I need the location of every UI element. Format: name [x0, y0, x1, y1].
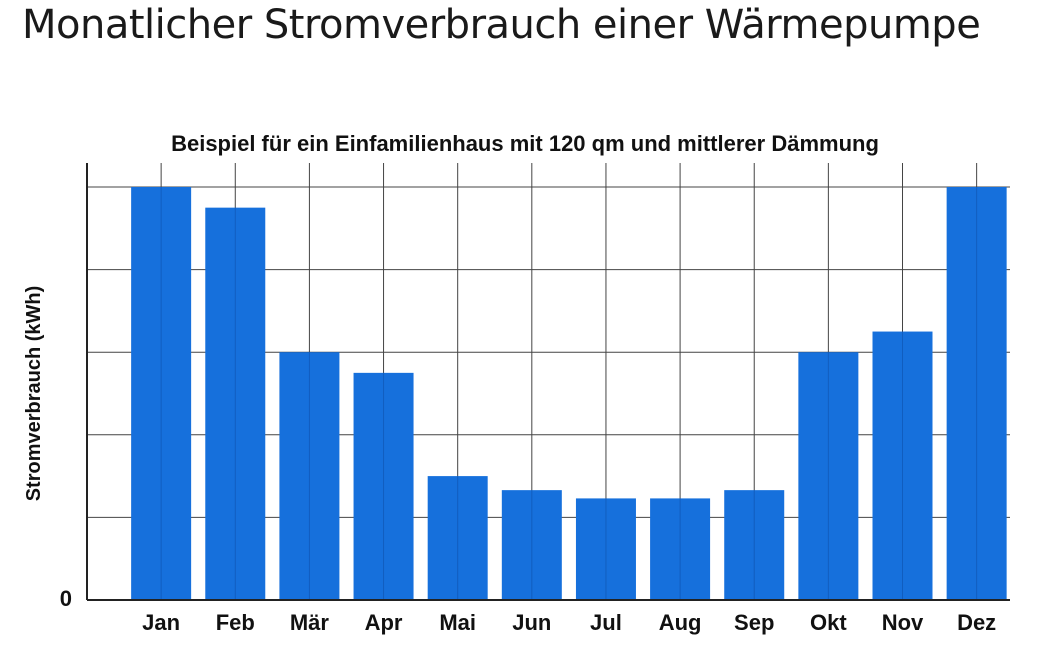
chart-subtitle: Beispiel für ein Einfamilienhaus mit 120… — [171, 131, 879, 156]
x-tick-label: Dez — [957, 610, 996, 635]
y-axis-label: Stromverbrauch (kWh) — [23, 286, 45, 502]
x-tick-label: Mai — [439, 610, 476, 635]
axes — [86, 163, 1010, 601]
x-tick-label: Jul — [590, 610, 622, 635]
x-tick-label: Aug — [659, 610, 702, 635]
x-tick-label: Jun — [512, 610, 551, 635]
x-tick-label: Sep — [734, 610, 774, 635]
tick-labels: Jan Feb Mär Apr Mai Jun Jul Aug Sep Okt Nov Dez 0 — [60, 586, 996, 635]
x-tick-label: Feb — [216, 610, 255, 635]
x-tick-label: Okt — [810, 610, 847, 635]
x-tick-label: Nov — [882, 610, 924, 635]
x-tick-label: Jan — [142, 610, 180, 635]
x-tick-label: Apr — [365, 610, 403, 635]
page-title: Monatlicher Stromverbrauch einer Wärmepu… — [22, 2, 981, 48]
y-tick-label: 0 — [60, 586, 72, 611]
bars — [131, 187, 1007, 600]
x-tick-label: Mär — [290, 610, 330, 635]
